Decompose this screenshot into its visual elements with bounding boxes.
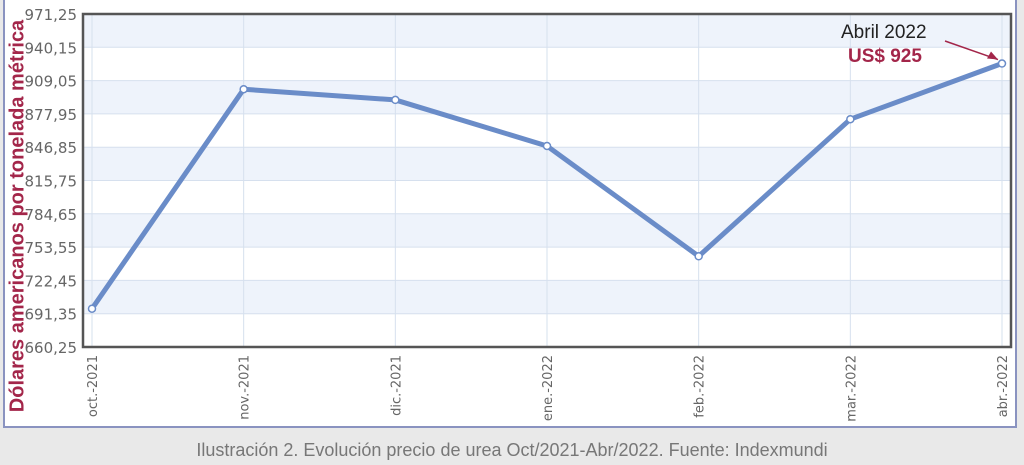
- y-tick-label: 691,35: [25, 306, 78, 324]
- annotation-price: US$ 925: [848, 46, 922, 67]
- y-tick-label: 722,45: [25, 272, 78, 290]
- x-tick-label: abr.-2022: [996, 355, 1011, 417]
- y-tick-label: 877,95: [25, 106, 78, 124]
- data-point: [239, 84, 248, 94]
- y-tick-label: 940,15: [25, 39, 78, 57]
- y-tick-label: 815,75: [25, 173, 78, 191]
- annotation-date: Abril 2022: [841, 22, 927, 43]
- data-point: [87, 304, 97, 313]
- y-tick-label: 846,85: [25, 139, 78, 157]
- figure-caption: Ilustración 2. Evolución precio de urea …: [196, 440, 828, 460]
- x-tick-label: nov.-2021: [238, 355, 253, 420]
- data-point: [694, 252, 703, 261]
- data-point: [997, 59, 1007, 68]
- annotation-arrowhead: [987, 51, 998, 60]
- data-point: [391, 95, 400, 105]
- x-tick-label: ene.-2022: [541, 355, 556, 421]
- y-tick-label: 909,05: [25, 73, 78, 91]
- y-tick-label: 784,65: [25, 206, 78, 224]
- y-tick-label: 971,25: [25, 6, 78, 24]
- data-point: [542, 141, 552, 151]
- x-tick-label: dic.-2021: [389, 355, 404, 416]
- x-tick-label: oct.-2021: [86, 355, 101, 417]
- y-tick-label: 660,25: [25, 339, 78, 357]
- plot-border: [81, 12, 1013, 349]
- y-tick-label: 753,55: [25, 239, 78, 257]
- line-chart: 660,25 691,35 722,45 753,55 784,65 815,75 846,…: [25, 6, 1013, 422]
- y-axis-label: Dólares americanos por tonelada métrica: [6, 19, 29, 413]
- x-tick-label: feb.-2022: [693, 355, 708, 418]
- data-point: [846, 114, 855, 124]
- x-tick-label: mar.-2022: [844, 355, 859, 422]
